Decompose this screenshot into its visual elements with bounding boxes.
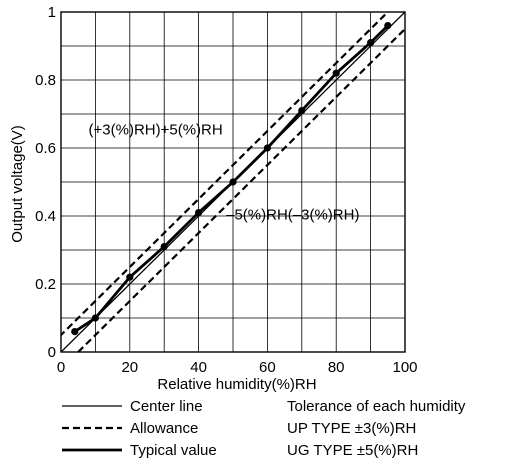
- y-tick-label: 0: [48, 344, 56, 361]
- y-tick-label: 1: [48, 4, 56, 21]
- legend-label-center-line: Center line: [130, 398, 203, 415]
- annotation-label: (+3(%)RH)+5(%)RH: [89, 121, 223, 138]
- tolerance-note: UG TYPE ±5(%)RH: [287, 442, 418, 459]
- x-tick-label: 80: [328, 359, 345, 376]
- data-point: [229, 178, 237, 186]
- data-point: [384, 22, 392, 30]
- data-point: [332, 69, 340, 77]
- annotations: (+3(%)RH)+5(%)RH –5(%)RH(–3(%)RH): [89, 121, 360, 223]
- tolerance-note: Tolerance of each humidity: [287, 398, 466, 415]
- data-point: [91, 314, 99, 322]
- series-layer: [61, 12, 405, 352]
- tolerance-note: UP TYPE ±3(%)RH: [287, 420, 416, 437]
- data-point: [160, 243, 168, 251]
- series-typical-value: [74, 24, 389, 333]
- data-point: [195, 209, 203, 217]
- x-tick-label: 60: [259, 359, 276, 376]
- y-axis-label: Output voltage(V): [9, 125, 26, 243]
- series-allowance: [61, 12, 389, 337]
- legend: Center line Allowance Typical value Toleran…: [62, 398, 466, 459]
- y-tick-label: 0.8: [35, 72, 56, 89]
- y-tick-label: 0.6: [35, 140, 56, 157]
- plot-frame: [60, 11, 406, 353]
- legend-label-allowance: Allowance: [130, 420, 198, 437]
- data-point: [126, 273, 134, 281]
- annotation-label: –5(%)RH(–3(%)RH): [226, 206, 359, 223]
- data-point: [298, 107, 306, 115]
- grid-lines: [61, 12, 405, 352]
- x-tick-label: 40: [190, 359, 207, 376]
- data-point: [263, 144, 271, 152]
- x-tick-label: 100: [392, 359, 417, 376]
- data-point: [71, 328, 79, 336]
- y-tick-label: 0.2: [35, 276, 56, 293]
- x-tick-label: 20: [121, 359, 138, 376]
- legend-label-typical-value: Typical value: [130, 442, 217, 459]
- series-allowance: [77, 27, 405, 352]
- x-tick-label: 0: [57, 359, 65, 376]
- data-point: [367, 39, 375, 47]
- x-axis-label: Relative humidity(%)RH: [157, 376, 316, 393]
- tick-labels: 0 20 40 60 80 100 0 0.2 0.4 0.6 0.8 1: [35, 4, 417, 376]
- y-tick-label: 0.4: [35, 208, 56, 225]
